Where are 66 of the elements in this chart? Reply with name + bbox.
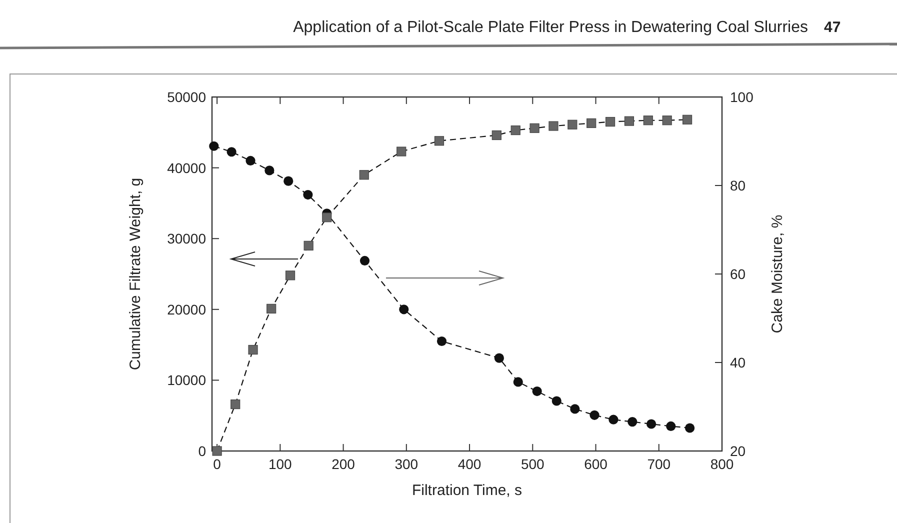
- point: [662, 116, 672, 126]
- text: 47: [824, 19, 841, 36]
- point: [530, 123, 540, 133]
- point: [682, 114, 692, 124]
- x-tick-label: 600: [584, 456, 608, 472]
- point: [230, 399, 240, 410]
- point: [552, 396, 562, 406]
- y-tick-label: 40000: [167, 160, 206, 176]
- y-tick-label: 0: [198, 443, 206, 459]
- x-tick-label: 400: [458, 456, 482, 472]
- point: [608, 414, 618, 424]
- point: [264, 166, 274, 176]
- x-tick-label: 700: [647, 456, 671, 472]
- point: [624, 116, 634, 126]
- point: [570, 404, 580, 414]
- point: [396, 146, 406, 156]
- y2-tick-label: 40: [730, 354, 746, 370]
- point: [494, 353, 504, 363]
- point: [532, 386, 542, 396]
- point: [304, 240, 314, 250]
- y2-axis-title: Cake Moisture, %: [769, 214, 786, 334]
- y2-tick-label: 20: [730, 443, 746, 459]
- point: [285, 270, 296, 280]
- point: [492, 130, 502, 140]
- point: [209, 141, 219, 151]
- point: [646, 419, 656, 429]
- point: [284, 176, 294, 186]
- point: [399, 304, 409, 314]
- x-tick-label: 100: [268, 456, 292, 472]
- point: [643, 116, 653, 126]
- x-tick-label: 500: [520, 456, 545, 472]
- y-tick-label: 20000: [167, 301, 206, 318]
- y2-tick-label: 80: [730, 178, 746, 194]
- point: [510, 125, 520, 136]
- y2-tick-label: 60: [730, 266, 746, 282]
- point: [586, 118, 596, 128]
- point: [248, 344, 258, 355]
- x-axis-title: Filtration Time, s: [412, 482, 522, 499]
- point: [548, 121, 558, 131]
- y-tick-label: 10000: [167, 372, 206, 388]
- x-tick-label: 200: [332, 456, 356, 472]
- text: Application of a Pilot-Scale Plate Filter Press in Dewatering Coal Slurries: [293, 19, 808, 36]
- point: [303, 190, 313, 200]
- y-axis-title: Cumulative Filtrate Weight, g: [127, 178, 144, 370]
- x-tick-label: 300: [394, 456, 418, 472]
- point: [212, 446, 222, 456]
- point: [513, 377, 523, 387]
- point: [605, 116, 616, 127]
- point: [628, 416, 638, 427]
- y-tick-label: 30000: [167, 230, 206, 247]
- point: [246, 156, 256, 166]
- y-tick-label: 50000: [167, 89, 206, 105]
- x-tick-label: 800: [710, 456, 734, 472]
- point: [359, 170, 369, 180]
- point: [360, 256, 370, 266]
- point: [266, 304, 276, 314]
- y2-tick-label: 100: [730, 89, 754, 105]
- point: [685, 423, 695, 433]
- point: [568, 120, 578, 130]
- point: [226, 147, 236, 157]
- point: [434, 136, 444, 146]
- point: [590, 410, 600, 420]
- point: [666, 421, 676, 432]
- x-tick-label: 0: [213, 456, 222, 472]
- point: [322, 212, 332, 222]
- point: [436, 336, 447, 346]
